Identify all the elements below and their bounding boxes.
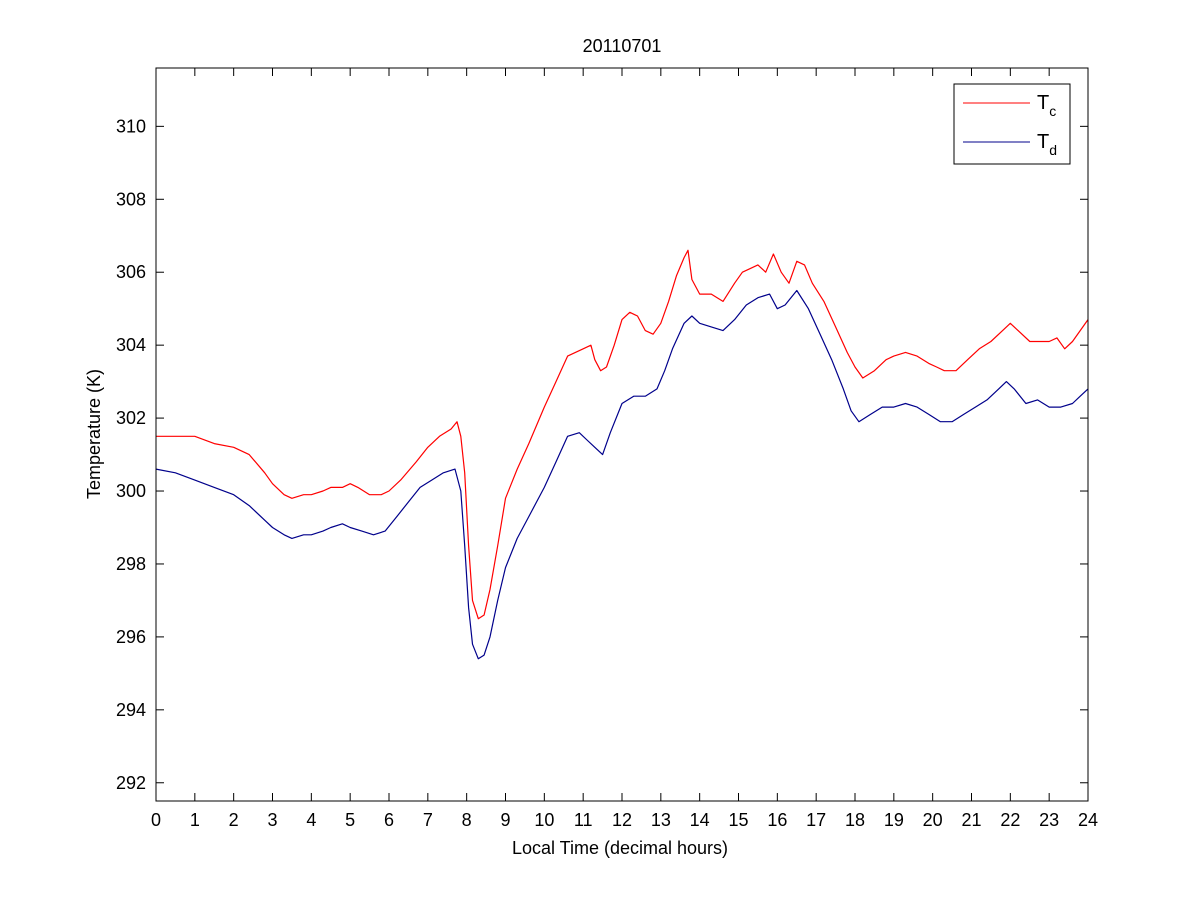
plot-area [156, 68, 1088, 801]
y-axis-label: Temperature (K) [84, 369, 104, 499]
x-tick-label: 21 [961, 810, 981, 830]
legend-label-td-sub: d [1049, 142, 1057, 158]
legend-label-tc-sub: c [1049, 103, 1056, 119]
x-tick-label: 23 [1039, 810, 1059, 830]
x-tick-label: 13 [651, 810, 671, 830]
series-line-tc [156, 249, 1089, 620]
y-tick-label: 306 [116, 262, 146, 282]
x-tick-label: 12 [612, 810, 632, 830]
legend-entry-td: Td [1037, 131, 1057, 158]
y-tick-label: 308 [116, 189, 146, 209]
x-tick-label: 7 [423, 810, 433, 830]
x-tick-label: 11 [574, 810, 593, 830]
y-tick-label: 298 [116, 554, 146, 574]
y-tick-label: 304 [116, 335, 146, 355]
x-tick-label: 20 [923, 810, 943, 830]
x-tick-label: 22 [1000, 810, 1020, 830]
y-tick-label: 296 [116, 627, 146, 647]
y-tick-label: 294 [116, 700, 146, 720]
y-tick-label: 310 [116, 116, 146, 136]
x-tick-label: 0 [151, 810, 161, 830]
x-tick-label: 16 [767, 810, 787, 830]
x-tick-label: 2 [229, 810, 239, 830]
legend-label-tc-main: T [1037, 92, 1049, 114]
x-axis-label: Local Time (decimal hours) [512, 838, 728, 858]
x-tick-label: 19 [884, 810, 904, 830]
x-tick-label: 5 [345, 810, 355, 830]
x-tick-label: 6 [384, 810, 394, 830]
y-tick-label: 292 [116, 773, 146, 793]
y-tick-label: 302 [116, 408, 146, 428]
x-tick-label: 1 [190, 810, 200, 830]
x-tick-label: 3 [267, 810, 277, 830]
legend-entry-tc: Tc [1037, 92, 1056, 119]
tick-layer: 0 1 2 3 4 5 6 7 8 9 10 11 12 13 14 15 16 17 18 19 20 21 22 23 24… [116, 68, 1098, 830]
x-tick-label: 4 [306, 810, 316, 830]
x-tick-label: 14 [690, 810, 710, 830]
legend: Tc Td [953, 83, 1071, 165]
legend-box [953, 83, 1071, 165]
y-tick-label: 300 [116, 481, 146, 501]
x-tick-label: 18 [845, 810, 865, 830]
legend-label-td-main: T [1037, 131, 1049, 153]
x-tick-label: 8 [462, 810, 472, 830]
x-tick-label: 24 [1078, 810, 1098, 830]
x-tick-label: 9 [500, 810, 510, 830]
series-line-td [155, 289, 1089, 660]
x-tick-label: 10 [534, 810, 554, 830]
x-tick-label: 17 [806, 810, 826, 830]
x-tick-label: 15 [728, 810, 748, 830]
chart-title: 20110701 [583, 36, 662, 56]
series-layer [155, 249, 1089, 660]
